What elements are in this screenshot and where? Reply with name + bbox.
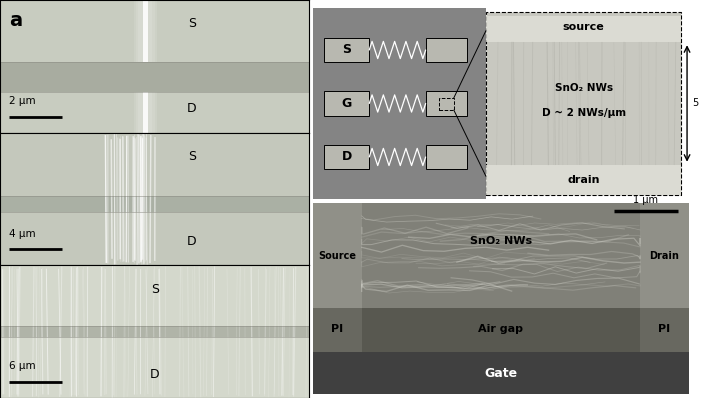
- Bar: [324, 37, 369, 62]
- Bar: [486, 165, 681, 195]
- Text: 2 μm: 2 μm: [9, 96, 36, 106]
- Bar: [313, 308, 362, 352]
- Text: D ~ 2 NWs/μm: D ~ 2 NWs/μm: [541, 108, 626, 118]
- Bar: [324, 144, 369, 170]
- Text: drain: drain: [567, 175, 600, 185]
- Bar: [313, 308, 689, 352]
- Text: D: D: [342, 150, 352, 164]
- Text: PI: PI: [331, 324, 343, 334]
- Text: S: S: [342, 43, 352, 57]
- Bar: [439, 98, 454, 110]
- Text: 1 μm: 1 μm: [633, 195, 658, 205]
- Text: D: D: [187, 102, 197, 115]
- Text: Gate: Gate: [484, 367, 517, 380]
- Text: G: G: [342, 97, 352, 110]
- Text: 5 μm: 5 μm: [692, 98, 703, 109]
- Text: S: S: [150, 283, 159, 296]
- Bar: [143, 0, 148, 133]
- Bar: [0, 196, 309, 212]
- Bar: [136, 0, 155, 133]
- Bar: [134, 0, 157, 133]
- Text: Source: Source: [318, 252, 356, 261]
- Bar: [426, 91, 467, 116]
- Bar: [640, 308, 689, 352]
- Bar: [426, 144, 467, 170]
- Bar: [486, 16, 681, 42]
- Text: SnO₂ NWs: SnO₂ NWs: [470, 236, 532, 246]
- Text: PI: PI: [659, 324, 671, 334]
- Bar: [313, 352, 689, 394]
- Bar: [640, 203, 689, 308]
- Bar: [138, 0, 153, 133]
- Text: SnO₂ NWs: SnO₂ NWs: [555, 83, 613, 93]
- Bar: [324, 91, 369, 116]
- Text: D: D: [187, 235, 197, 248]
- Bar: [486, 12, 681, 195]
- Bar: [426, 37, 467, 62]
- Text: source: source: [563, 22, 605, 32]
- Text: a: a: [9, 11, 22, 29]
- Text: S: S: [188, 18, 195, 30]
- Bar: [0, 62, 309, 92]
- Bar: [313, 203, 689, 308]
- Text: Drain: Drain: [650, 252, 679, 261]
- Text: D: D: [150, 368, 160, 380]
- Text: 6 μm: 6 μm: [9, 361, 36, 371]
- Text: 4 μm: 4 μm: [9, 229, 36, 239]
- Bar: [313, 8, 486, 199]
- Bar: [0, 326, 309, 337]
- Text: S: S: [188, 150, 195, 163]
- Text: Air gap: Air gap: [478, 324, 524, 334]
- Bar: [313, 203, 362, 308]
